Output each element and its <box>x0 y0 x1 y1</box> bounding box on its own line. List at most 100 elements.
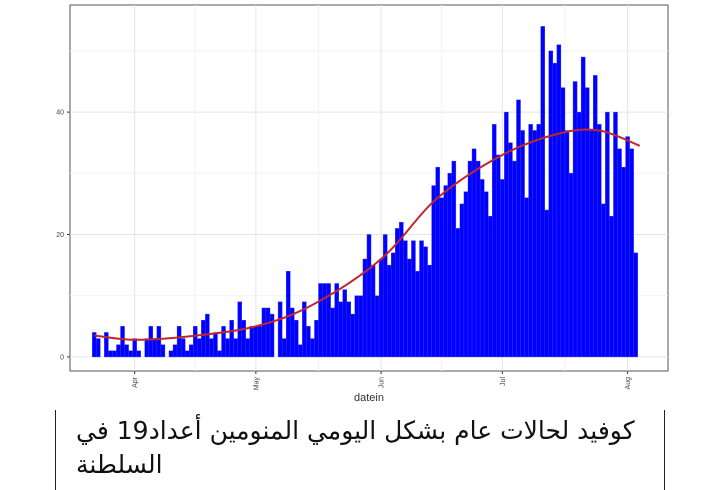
bar <box>540 26 545 358</box>
bar <box>617 148 622 358</box>
x-axis-label: datein <box>354 392 384 404</box>
x-tick-label-apr: Apr <box>132 376 139 388</box>
x-tick-label-may: May <box>253 377 260 391</box>
bar <box>354 295 360 358</box>
bar <box>168 350 174 358</box>
bar <box>560 87 566 358</box>
bar <box>625 136 630 358</box>
bar <box>330 307 335 358</box>
bar <box>572 81 578 358</box>
bar <box>548 50 554 358</box>
bar <box>201 320 206 358</box>
bar <box>528 124 533 358</box>
bar <box>116 344 121 358</box>
bar <box>366 234 372 358</box>
bar <box>294 320 299 358</box>
bar <box>576 111 582 358</box>
bar <box>322 283 327 358</box>
x-tick-label-aug: Aug <box>625 377 632 390</box>
bar <box>104 332 109 358</box>
bar <box>455 228 461 358</box>
bar <box>419 240 424 358</box>
bar <box>524 197 529 358</box>
bar <box>245 338 251 358</box>
caption-box: كوفيد لحالات عام بشكل اليومي المنومين أع… <box>55 410 665 490</box>
bar <box>483 191 489 358</box>
bar <box>399 222 404 358</box>
bar <box>580 56 586 358</box>
bar <box>108 350 113 358</box>
bar <box>156 326 162 358</box>
bar <box>314 320 319 358</box>
bar <box>249 326 255 358</box>
bar <box>447 173 453 358</box>
bar <box>479 179 485 358</box>
bar <box>298 344 303 358</box>
bar <box>221 326 226 358</box>
bar <box>184 350 190 358</box>
bar <box>584 87 590 358</box>
bar <box>621 166 626 358</box>
bar <box>261 307 267 358</box>
bar <box>391 252 396 358</box>
bar <box>633 252 638 358</box>
bar <box>152 338 158 358</box>
bar <box>148 326 154 358</box>
bar <box>605 111 610 358</box>
bar <box>564 130 570 358</box>
bar <box>475 160 481 358</box>
smooth-trend-line <box>94 128 641 341</box>
bar <box>112 350 117 358</box>
bar <box>544 209 550 358</box>
bar <box>257 326 263 358</box>
bar <box>609 215 614 358</box>
bar <box>217 350 222 358</box>
x-tick-label-jun: Jun <box>379 377 386 388</box>
axes: 0 20 40 Apr May Jun Jul Aug <box>56 110 632 391</box>
bar <box>403 240 408 358</box>
bar <box>471 148 477 358</box>
bar <box>427 264 432 358</box>
hospitalized-daily-chart: 0 20 40 Apr May Jun Jul Aug datein <box>56 4 669 404</box>
y-tick-label: 0 <box>60 354 64 361</box>
bar <box>334 283 339 358</box>
bar <box>205 313 210 358</box>
bar <box>431 185 436 358</box>
bar <box>285 271 291 358</box>
bar <box>423 246 428 358</box>
bar <box>487 215 493 358</box>
x-tick-label-jul: Jul <box>500 377 507 386</box>
bar <box>120 326 125 358</box>
bar <box>358 295 364 358</box>
y-tick-label: 40 <box>56 110 64 117</box>
bar <box>233 338 238 358</box>
bar <box>374 295 380 358</box>
bar <box>124 344 129 358</box>
bar <box>532 130 537 358</box>
bar <box>568 173 574 358</box>
bar <box>193 326 198 358</box>
bar <box>589 130 594 358</box>
bar <box>277 301 283 358</box>
bar <box>629 148 634 358</box>
chart-caption: كوفيد لحالات عام بشكل اليومي المنومين أع… <box>76 416 635 479</box>
bar <box>443 185 448 358</box>
bar <box>378 258 384 358</box>
bar <box>160 344 166 358</box>
bar <box>253 326 259 358</box>
bar <box>439 197 444 358</box>
bar <box>225 338 230 358</box>
bar <box>597 124 602 358</box>
bar <box>346 301 352 358</box>
bar <box>176 326 182 358</box>
y-tick-label: 20 <box>56 232 64 239</box>
bar <box>512 160 517 358</box>
bar <box>144 338 149 358</box>
bar <box>188 344 194 358</box>
bar <box>415 271 420 358</box>
bar <box>136 350 141 358</box>
bar <box>459 203 465 358</box>
bar <box>229 320 234 358</box>
bar <box>536 124 541 358</box>
bar <box>306 326 311 358</box>
